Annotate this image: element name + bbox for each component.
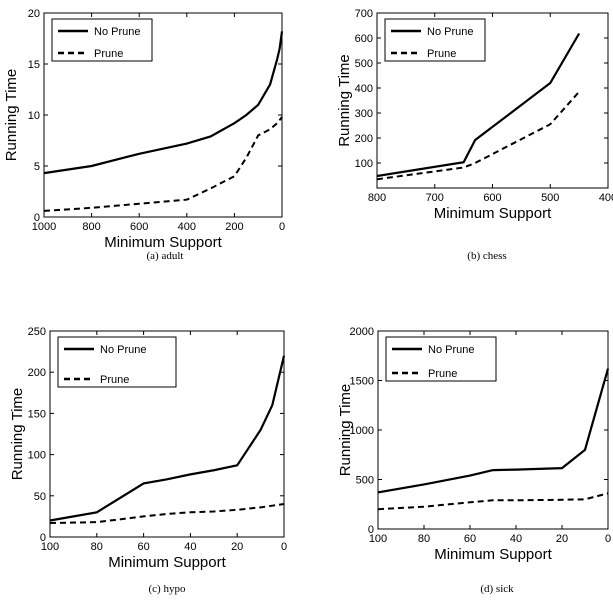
x-tick-label: 1000: [32, 221, 56, 233]
series-line-no-prune: [377, 368, 610, 494]
y-tick-label: 100: [28, 450, 46, 462]
x-axis-label: Minimum Support: [108, 554, 226, 571]
y-axis-label: Running Time: [3, 69, 20, 162]
legend-label: No Prune: [94, 26, 140, 38]
x-tick-label: 40: [510, 533, 522, 545]
y-tick-label: 250: [28, 326, 46, 338]
series-line-prune: [376, 91, 580, 181]
series-line-prune: [43, 116, 283, 212]
x-tick-label: 0: [605, 533, 611, 545]
series-line-prune: [49, 503, 285, 524]
x-tick-label: 700: [426, 192, 444, 204]
x-tick-label: 60: [464, 533, 476, 545]
y-tick-label: 50: [34, 491, 46, 503]
y-tick-label: 1500: [350, 376, 374, 388]
legend-label: Prune: [94, 48, 123, 60]
x-tick-label: 80: [418, 533, 430, 545]
x-tick-label: 600: [483, 192, 501, 204]
series-line-no-prune: [376, 32, 581, 178]
y-tick-label: 400: [355, 83, 373, 95]
y-tick-label: 20: [28, 8, 40, 20]
y-tick-label: 10: [28, 110, 40, 122]
panel-caption: (d) sick: [480, 583, 514, 595]
y-tick-label: 200: [355, 133, 373, 145]
x-tick-label: 100: [369, 533, 387, 545]
y-tick-label: 1000: [350, 425, 374, 437]
y-tick-label: 700: [355, 8, 373, 20]
x-tick-label: 400: [178, 221, 196, 233]
x-tick-label: 800: [368, 192, 386, 204]
legend-label: No Prune: [100, 344, 146, 356]
x-tick-label: 0: [279, 221, 285, 233]
x-tick-label: 100: [41, 541, 59, 553]
x-axis-label: Minimum Support: [434, 205, 552, 222]
y-axis-label: Running Time: [337, 384, 354, 477]
legend-label: No Prune: [428, 344, 474, 356]
y-axis-label: Running Time: [9, 388, 26, 481]
y-tick-label: 150: [28, 408, 46, 420]
y-tick-label: 0: [40, 532, 46, 544]
x-tick-label: 80: [91, 541, 103, 553]
x-tick-label: 20: [556, 533, 568, 545]
y-tick-label: 0: [34, 212, 40, 224]
legend-label: Prune: [100, 374, 129, 386]
y-tick-label: 200: [28, 367, 46, 379]
chart-panel-2: 800700600500400100200300400500600700Mini…: [336, 8, 613, 262]
x-tick-label: 200: [225, 221, 243, 233]
x-tick-label: 40: [184, 541, 196, 553]
x-tick-label: 500: [541, 192, 559, 204]
plot-frame: [49, 330, 285, 538]
y-tick-label: 2000: [350, 326, 374, 338]
legend-label: No Prune: [427, 26, 473, 38]
x-axis-label: Minimum Support: [434, 546, 552, 563]
x-tick-label: 400: [599, 192, 613, 204]
x-tick-label: 60: [137, 541, 149, 553]
series-line-no-prune: [43, 31, 284, 175]
y-tick-label: 5: [34, 161, 40, 173]
legend-label: Prune: [427, 48, 456, 60]
y-tick-label: 500: [355, 58, 373, 70]
y-tick-label: 15: [28, 59, 40, 71]
panel-caption: (a) adult: [147, 250, 184, 262]
y-tick-label: 100: [355, 158, 373, 170]
x-tick-label: 600: [130, 221, 148, 233]
y-axis-label: Running Time: [336, 54, 353, 147]
x-axis-label: Minimum Support: [104, 234, 222, 251]
x-tick-label: 20: [231, 541, 243, 553]
y-tick-label: 600: [355, 33, 373, 45]
legend-label: Prune: [428, 368, 457, 380]
series-line-prune: [377, 492, 609, 511]
y-tick-label: 500: [356, 475, 374, 487]
chart-panel-1: 1000 800 600 400 200 0 0 5 10 15 20 Minimum Support…: [3, 8, 285, 262]
series-line-no-prune: [49, 355, 286, 522]
x-tick-label: 800: [82, 221, 100, 233]
y-tick-label: 300: [355, 108, 373, 120]
y-tick-label: 0: [368, 524, 374, 536]
panel-caption: (b) chess: [467, 250, 506, 262]
panel-caption: (c) hypo: [149, 583, 186, 595]
x-tick-label: 0: [281, 541, 287, 553]
